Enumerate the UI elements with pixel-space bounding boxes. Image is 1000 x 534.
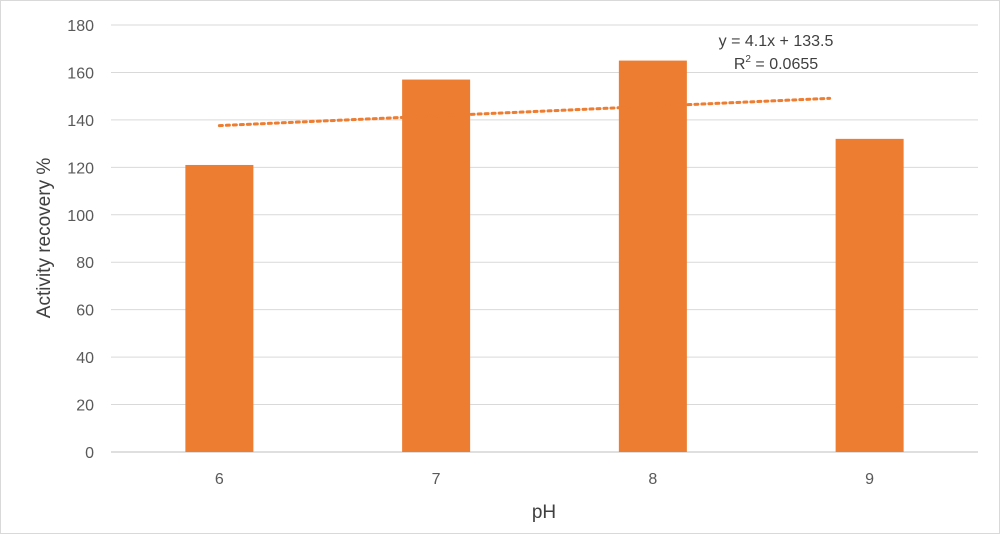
y-axis-title: Activity recovery % <box>34 158 55 319</box>
bar-ph-7 <box>402 79 471 453</box>
y-axis-ticks: 0 20 40 60 80 100 120 140 160 180 <box>67 18 94 462</box>
trendline-r-squared: R2 = 0.0655 <box>734 54 818 73</box>
y-tick-label: 180 <box>67 18 94 35</box>
y-tick-label: 100 <box>67 208 94 225</box>
trendline-equation: y = 4.1x + 133.5 <box>719 33 834 50</box>
y-tick-label: 20 <box>76 398 94 415</box>
x-tick-label: 8 <box>648 471 657 488</box>
trendline-group <box>217 96 832 128</box>
y-tick-label: 80 <box>76 255 94 272</box>
y-tick-label: 60 <box>76 303 94 320</box>
r-squared-superscript: 2 <box>745 54 751 65</box>
trendline <box>217 96 832 128</box>
x-tick-label: 6 <box>215 471 224 488</box>
bar-ph-9 <box>835 138 904 452</box>
y-tick-label: 40 <box>76 350 94 367</box>
y-tick-label: 160 <box>67 65 94 82</box>
x-axis-ticks: 6 7 8 9 <box>215 471 874 488</box>
y-tick-label: 120 <box>67 160 94 177</box>
x-axis-title: pH <box>532 502 556 523</box>
y-tick-label: 140 <box>67 113 94 130</box>
x-tick-label: 9 <box>865 471 874 488</box>
bar-ph-8 <box>618 60 687 452</box>
r-squared-value: = 0.0655 <box>751 56 818 73</box>
gridlines <box>111 24 978 453</box>
bars <box>185 60 904 453</box>
y-tick-label: 0 <box>85 445 94 462</box>
bar-ph-6 <box>185 164 254 452</box>
r-squared-symbol: R <box>734 56 746 73</box>
x-tick-label: 7 <box>432 471 441 488</box>
